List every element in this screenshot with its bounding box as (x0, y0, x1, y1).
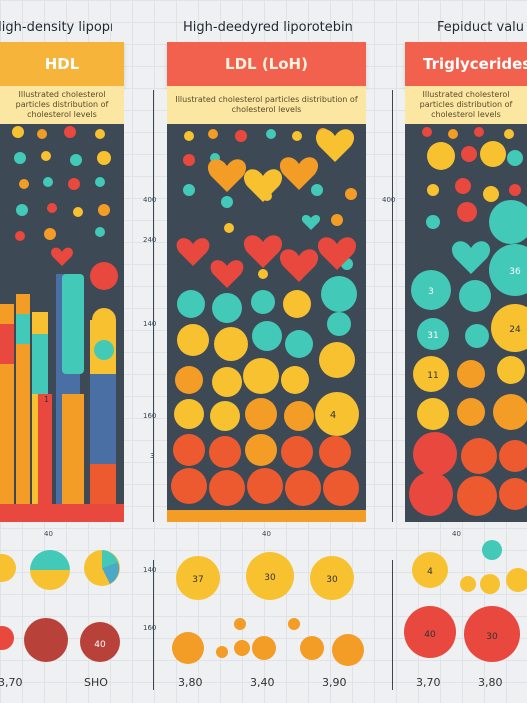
ldl-lower-label-3: 30 (326, 575, 338, 585)
hdl-bottom-label-2: SHO (84, 676, 108, 689)
tg-dots (422, 127, 527, 274)
ldl-bubble-label: 4 (330, 410, 336, 421)
hdl-bars (0, 274, 116, 522)
ldl-lower (172, 552, 364, 666)
lower-bubbles: 40 37 30 30 4 40 30 (0, 540, 527, 666)
hdl-lower-label: 40 (94, 640, 106, 650)
panel-ldl-body: 4 (167, 124, 366, 522)
tg-lower-label-2: 40 (424, 630, 436, 640)
hdl-illustration: 1 (0, 126, 124, 522)
panel-hdl-banner: HDL (0, 42, 124, 86)
ldl-bottom-label-1: 3,80 (178, 676, 203, 689)
tg-column-label: 40 (452, 530, 461, 538)
hdl-column-label: 40 (44, 530, 53, 538)
axis-line-lower-2 (392, 560, 393, 690)
panel-hdl-title: High-density lipoprotei (0, 20, 112, 35)
tick-lower-1: 140 (143, 566, 157, 574)
ldl-column-label: 40 (262, 530, 271, 538)
panel-tg-body: 36 3 31 24 11 (405, 124, 527, 522)
tick-5: 160 (143, 412, 157, 420)
ldl-hearts (176, 129, 357, 288)
axis-line-lower-1 (153, 560, 154, 690)
ldl-base (167, 510, 366, 522)
tg-label-5: 11 (427, 371, 438, 381)
ldl-bubbles (171, 276, 359, 506)
axis-line-1 (153, 90, 154, 522)
panel-hdl-note: Illustrated cholesterol particles distri… (0, 86, 124, 124)
hdl-dots (12, 126, 118, 290)
hdl-lower (0, 550, 120, 662)
panel-tg-banner: Triglycerides (405, 42, 527, 86)
tg-illustration: 36 3 31 24 11 (409, 127, 527, 516)
panel-ldl-title: High-deedyred liporotebin (183, 20, 353, 35)
tick-2: 240 (143, 236, 157, 244)
panel-tg-note: Illustrated cholesterol particles distri… (405, 86, 527, 124)
tg-bottom-label-1: 3,70 (416, 676, 441, 689)
hdl-bottom-label-1: 3,70 (0, 676, 23, 689)
tg-bubbles (409, 244, 527, 516)
tg-label-1: 36 (509, 267, 521, 277)
tg-bottom-label-2: 3,80 (478, 676, 503, 689)
tg-label-4: 24 (509, 325, 521, 335)
hdl-bar-label: 1 (44, 395, 49, 404)
tick-1: 400 (143, 196, 157, 204)
tg-lower-label-3: 30 (486, 632, 498, 642)
ldl-illustration: 4 (167, 128, 366, 522)
tg-label-3: 31 (427, 331, 438, 341)
axis-line-2 (392, 90, 393, 522)
tg-lower (404, 540, 527, 662)
tick-4: 400 (382, 196, 396, 204)
panel-ldl-note: Illustrated cholesterol particles distri… (167, 86, 366, 124)
hdl-base (0, 504, 124, 522)
tg-lower-label-1: 4 (427, 567, 433, 577)
ldl-bottom-label-2: 3,40 (250, 676, 275, 689)
panel-hdl-body: 1 (0, 124, 124, 522)
panel-tg-title: Fepiduct valu (437, 20, 525, 35)
panel-ldl-banner: LDL (LoH) (167, 42, 366, 86)
ldl-lower-label-2: 30 (264, 573, 276, 583)
ldl-lower-label-1: 37 (192, 575, 203, 585)
tick-6: 3 (150, 452, 155, 460)
ldl-bottom-label-3: 3,90 (322, 676, 347, 689)
tick-3: 140 (143, 320, 157, 328)
tick-lower-2: 160 (143, 624, 157, 632)
tg-label-2: 3 (428, 287, 434, 297)
